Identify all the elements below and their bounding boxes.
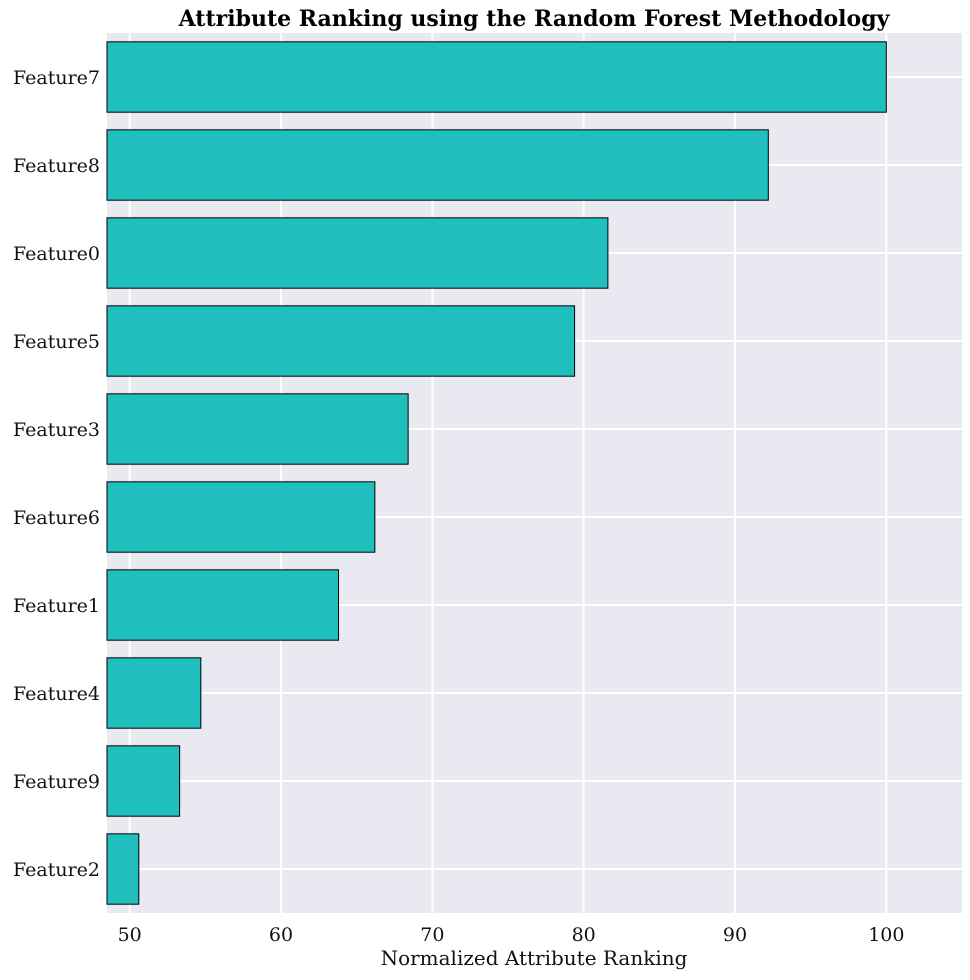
y-tick-label: Feature0 xyxy=(13,243,100,265)
y-tick-label: Feature2 xyxy=(13,859,100,881)
y-tick-label: Feature7 xyxy=(13,67,100,89)
x-axis-label: Normalized Attribute Ranking xyxy=(381,946,688,970)
y-tick-label: Feature1 xyxy=(13,595,100,617)
bar-feature3 xyxy=(106,393,409,465)
x-tick-label: 90 xyxy=(723,924,747,946)
bar-feature7 xyxy=(106,41,887,113)
chart-title: Attribute Ranking using the Random Fores… xyxy=(178,6,891,32)
y-tick-label: Feature3 xyxy=(13,419,100,441)
x-tick-label: 60 xyxy=(269,924,293,946)
x-tick-label: 100 xyxy=(868,924,904,946)
y-tick-label: Feature6 xyxy=(13,507,100,529)
y-tick-label: Feature5 xyxy=(13,331,100,353)
bar-feature2 xyxy=(106,833,140,905)
x-tick-label: 80 xyxy=(572,924,596,946)
y-tick-label: Feature4 xyxy=(13,683,100,705)
bar-feature0 xyxy=(106,217,609,289)
bar-feature4 xyxy=(106,657,202,729)
bar-feature9 xyxy=(106,745,181,817)
bar-feature8 xyxy=(106,129,769,201)
y-tick-label: Feature8 xyxy=(13,155,100,177)
bars xyxy=(106,41,887,905)
x-tick-label: 50 xyxy=(118,924,142,946)
x-tick-labels: 50 60 70 80 90 100 xyxy=(118,924,905,946)
bar-feature1 xyxy=(106,569,340,641)
bar-feature5 xyxy=(106,305,576,377)
bar-feature6 xyxy=(106,481,376,553)
x-tick-label: 70 xyxy=(420,924,444,946)
y-tick-labels: Feature7 Feature8 Feature0 Feature5 Feature3… xyxy=(13,67,100,881)
y-tick-label: Feature9 xyxy=(13,771,100,793)
